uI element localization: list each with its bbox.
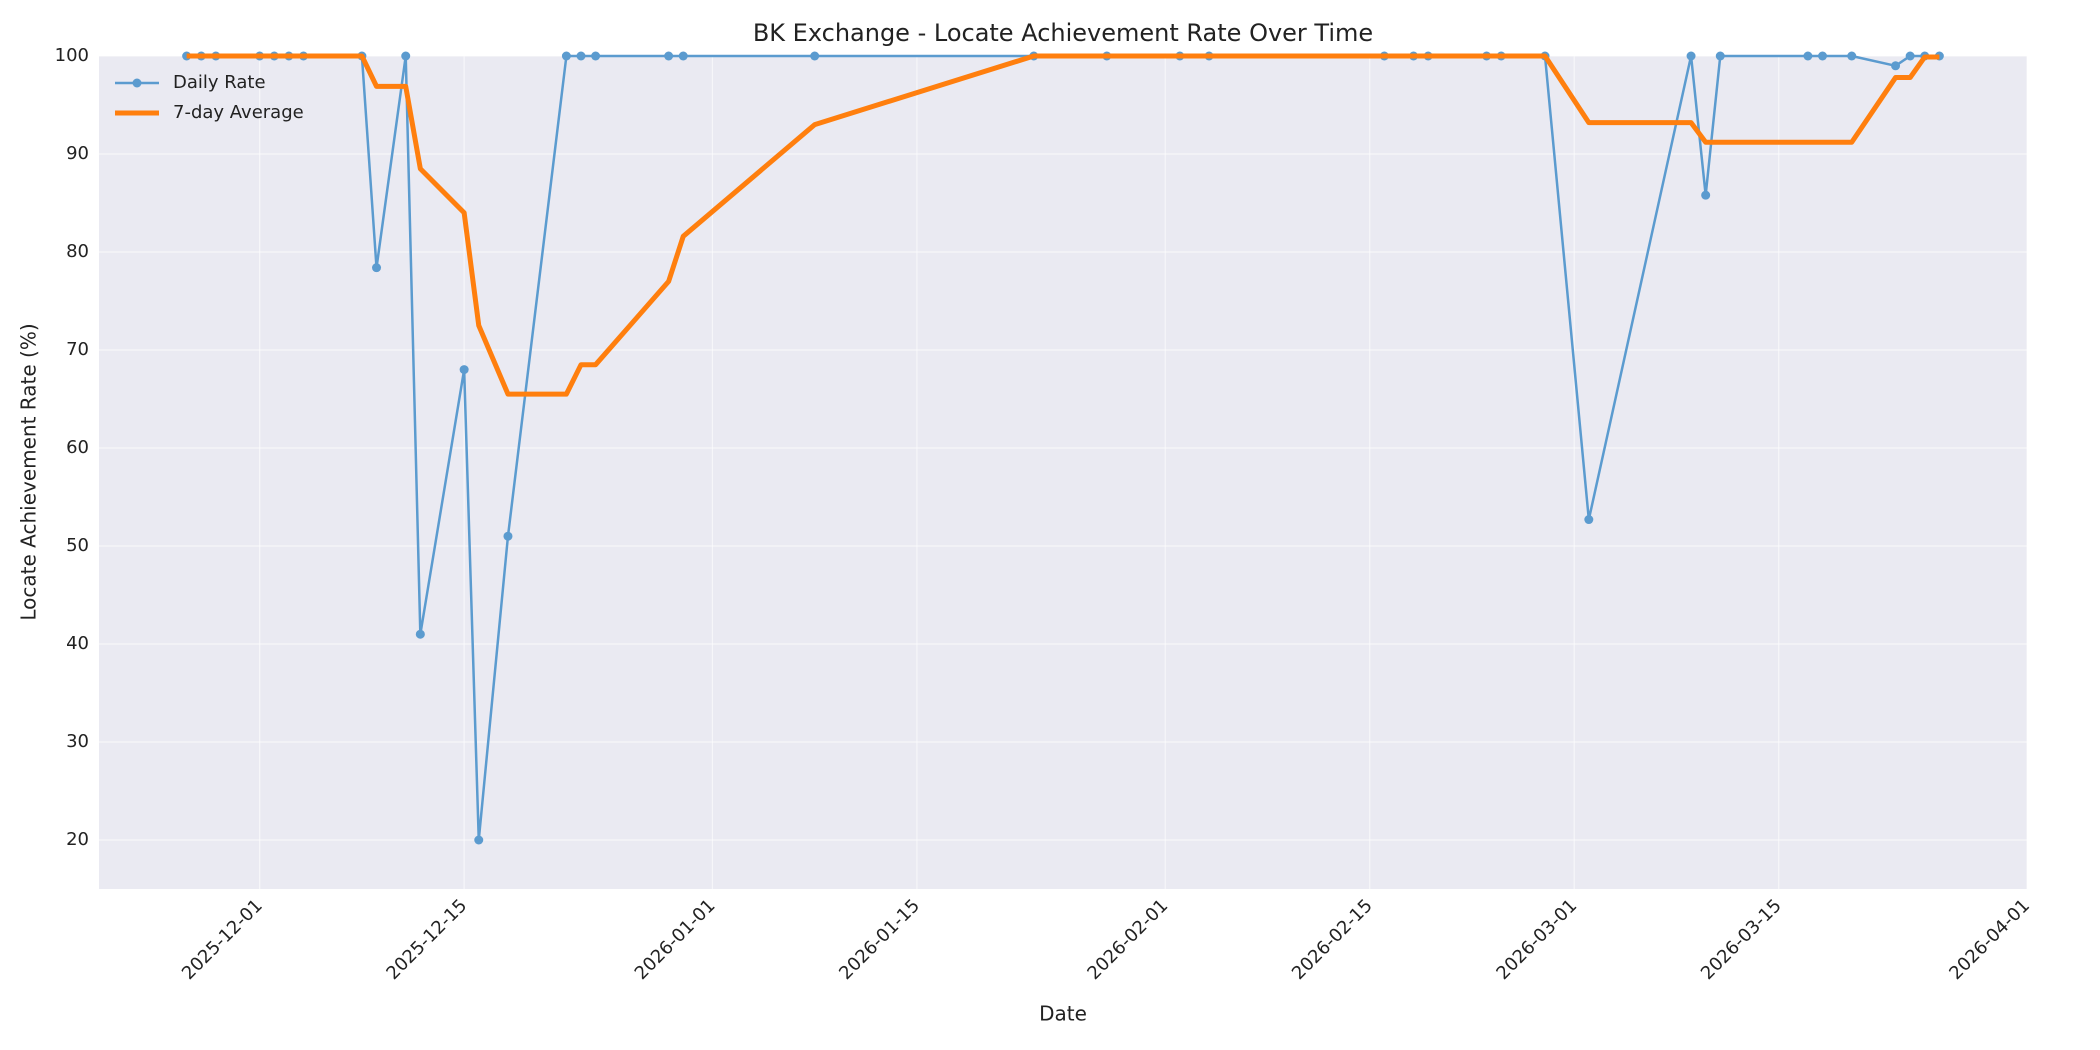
- line: [186, 53, 1940, 397]
- y-tick-label: 100: [55, 45, 89, 66]
- marker: [591, 51, 601, 61]
- marker: [372, 263, 382, 273]
- marker: [1905, 51, 1915, 61]
- marker: [561, 51, 571, 61]
- marker: [1891, 61, 1901, 71]
- x-axis-label: Date: [1039, 1002, 1087, 1026]
- x-tick-label: 2025-12-01: [178, 895, 267, 984]
- marker: [1686, 51, 1696, 61]
- legend-label: Daily Rate: [173, 72, 266, 93]
- x-tick-label: 2026-01-01: [631, 895, 720, 984]
- y-tick-label: 20: [66, 829, 89, 850]
- y-tick-label: 60: [66, 437, 89, 458]
- y-axis-label: Locate Achievement Rate (%): [17, 323, 41, 620]
- marker: [1584, 515, 1594, 525]
- y-tick-label: 30: [66, 731, 89, 752]
- x-tick-label: 2025-12-15: [382, 895, 471, 984]
- x-tick-label: 2026-01-15: [835, 895, 924, 984]
- y-tick-label: 70: [66, 339, 89, 360]
- chart-title: BK Exchange - Locate Achievement Rate Ov…: [753, 19, 1373, 47]
- marker: [1818, 51, 1828, 61]
- marker: [576, 51, 586, 61]
- marker: [1847, 51, 1857, 61]
- x-tick-label: 2026-02-01: [1083, 895, 1172, 984]
- x-tick-label: 2026-04-01: [1945, 895, 2034, 984]
- y-tick-label: 80: [66, 241, 89, 262]
- x-tick-label: 2026-02-15: [1288, 895, 1377, 984]
- marker: [1715, 51, 1725, 61]
- legend-label: 7-day Average: [173, 102, 304, 123]
- marker: [503, 531, 513, 541]
- marker: [810, 51, 820, 61]
- marker: [1701, 190, 1711, 200]
- y-tick-label: 50: [66, 535, 89, 556]
- marker: [678, 51, 688, 61]
- legend-marker: [132, 78, 142, 88]
- marker: [415, 629, 425, 639]
- x-tick-label: 2026-03-15: [1697, 895, 1786, 984]
- marker: [474, 835, 484, 845]
- marker: [664, 51, 674, 61]
- marker: [1803, 51, 1813, 61]
- marker: [401, 51, 411, 61]
- y-tick-label: 40: [66, 633, 89, 654]
- marker: [459, 365, 469, 375]
- y-tick-label: 90: [66, 143, 89, 164]
- x-tick-label: 2026-03-01: [1492, 895, 1581, 984]
